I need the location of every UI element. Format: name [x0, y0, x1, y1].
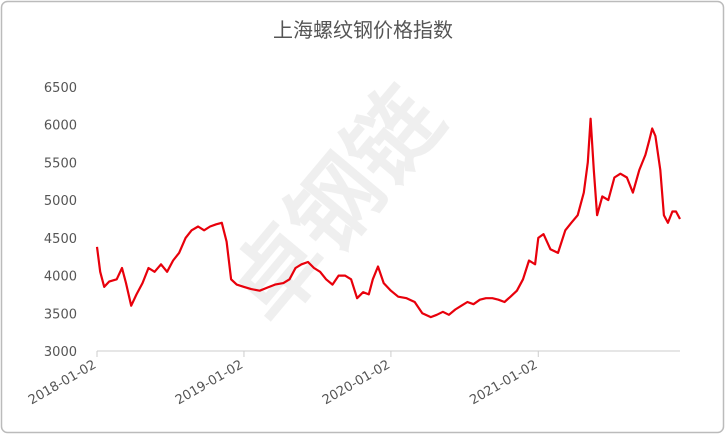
chart-title: 上海螺纹钢价格指数: [273, 18, 453, 42]
y-tick-label: 5500: [44, 156, 77, 171]
y-tick-label: 6000: [44, 119, 77, 134]
y-tick-label: 5000: [44, 194, 77, 209]
y-tick-label: 3500: [44, 307, 77, 322]
y-tick-label: 3000: [44, 345, 77, 360]
y-tick-label: 6500: [44, 81, 77, 96]
y-tick-label: 4500: [44, 232, 77, 247]
series-line: [95, 117, 681, 319]
y-tick-label: 4000: [44, 270, 77, 285]
